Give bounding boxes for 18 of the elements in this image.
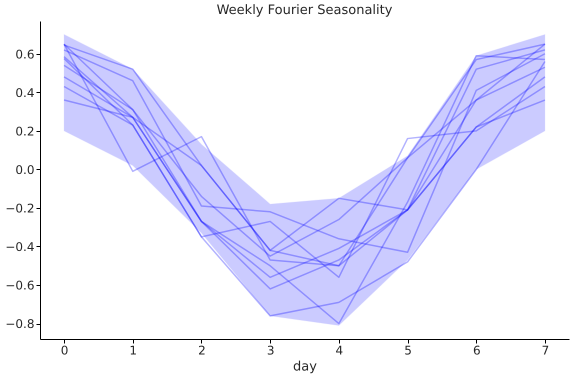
y-tick-label: −0.6 (5, 278, 34, 293)
y-tick-label: −0.2 (5, 201, 34, 216)
y-tick-label: 0.2 (15, 124, 34, 138)
x-tick-label: 4 (336, 344, 344, 358)
y-tick-label: 0.6 (15, 47, 34, 62)
y-tick-label: −0.8 (5, 317, 34, 332)
x-tick-label: 0 (60, 344, 68, 358)
y-tick-label: −0.4 (5, 240, 34, 254)
x-tick-label: 5 (404, 344, 412, 358)
x-tick-label: 1 (129, 344, 138, 358)
x-tick-label: 2 (198, 344, 206, 358)
x-tick-label: 3 (266, 344, 274, 358)
x-axis-title: day (293, 360, 318, 374)
x-tick-label: 7 (542, 344, 550, 358)
y-tick-label: 0.4 (15, 86, 34, 100)
x-tick-label: 6 (472, 344, 481, 358)
chart-title: Weekly Fourier Seasonality (216, 3, 393, 18)
y-tick-label: 0.0 (15, 162, 34, 177)
